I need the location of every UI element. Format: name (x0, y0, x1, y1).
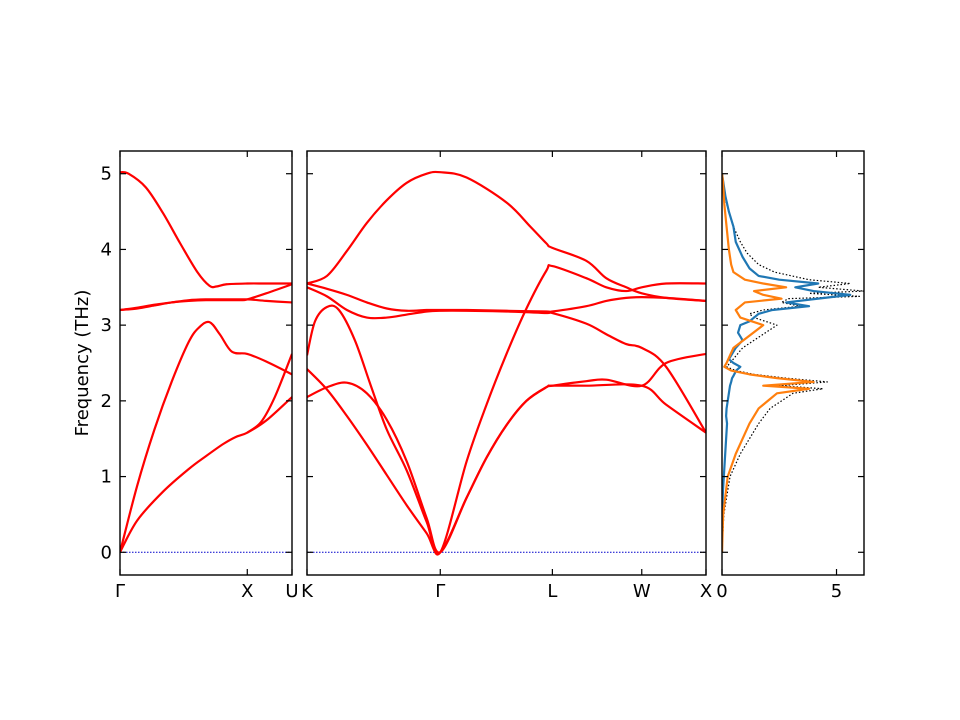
x-tick-label: U (285, 581, 298, 602)
left-frame (119, 150, 293, 576)
left-band-4 (120, 171, 292, 289)
y-tick-label: 4 (101, 239, 112, 260)
x-tick-label: Γ (435, 581, 445, 602)
x-tick-label: Γ (115, 581, 125, 602)
y-tick-label: 2 (101, 391, 112, 412)
y-tick-label: 1 (101, 467, 112, 488)
left-bands (120, 171, 292, 553)
right-band-5 (307, 170, 706, 303)
x-tick-label: X (700, 581, 712, 602)
x-tick-label: K (301, 581, 314, 602)
y-tick-label: 5 (101, 164, 112, 185)
dos-curve-1 (722, 173, 815, 553)
x-tick-label: W (633, 581, 651, 602)
left-band-5 (246, 353, 292, 434)
x-tick-label: X (241, 581, 253, 602)
dos-frame (721, 150, 865, 576)
y-axis-label: Frequency (THz) (72, 290, 93, 437)
x-tick-label: 0 (716, 581, 727, 602)
right-frame (306, 150, 707, 576)
y-tick-label: 0 (101, 542, 112, 563)
left-band-3 (120, 283, 292, 312)
left-band-1 (120, 320, 292, 553)
x-tick-label: L (547, 581, 557, 602)
x-tick-label: 5 (831, 581, 842, 602)
right-band-2 (307, 264, 706, 556)
band-structure-left-panel: 0 1 2 3 4 5 Γ X U (101, 150, 299, 602)
right-band-1 (307, 352, 706, 555)
right-band-4 (307, 282, 706, 314)
y-tick-label: 3 (101, 315, 112, 336)
dos-curves (722, 173, 864, 553)
right-bands (307, 170, 706, 556)
